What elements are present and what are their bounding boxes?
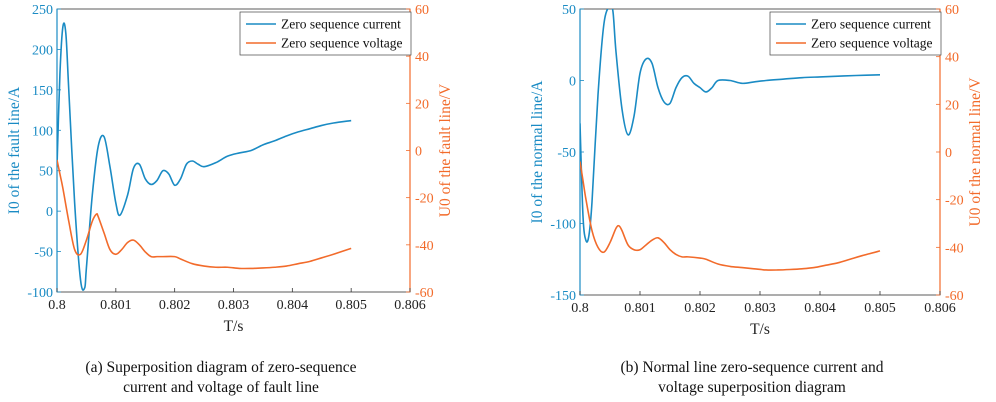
chart2-x-tick-label: 0.802 xyxy=(684,301,716,316)
chart2-legend-label-2: Zero sequence voltage xyxy=(811,36,932,51)
chart2-right-tick-label: 0 xyxy=(945,146,952,161)
chart1-left-tick-label: 250 xyxy=(32,3,53,18)
chart1-right-tick-label: -60 xyxy=(415,286,434,301)
chart1-right-axis-title: U0 of the fault line/V xyxy=(437,83,454,217)
chart1-legend-label-1: Zero sequence current xyxy=(281,17,401,32)
chart1-right-tick-label: -20 xyxy=(415,192,434,207)
chart2-right-tick-label: 40 xyxy=(945,51,959,66)
chart2-left-tick-label: -150 xyxy=(550,289,576,304)
chart2-voltage-series-line xyxy=(580,161,881,271)
chart2-left-tick-label: -100 xyxy=(550,218,576,233)
chart1-left-tick-label: -100 xyxy=(27,286,53,301)
chart1-right-tick-label: 0 xyxy=(415,145,422,160)
chart2-right-tick-label: 20 xyxy=(945,98,959,113)
chart1-current-series-line xyxy=(57,22,352,291)
chart1-x-tick-label: 0.802 xyxy=(159,298,191,313)
chart2-legend-label-1: Zero sequence current xyxy=(811,17,931,32)
chart1-x-tick-label: 0.805 xyxy=(335,298,367,313)
chart2-x-tick-label: 0.804 xyxy=(804,301,836,316)
chart1-caption-line-1: (a) Superposition diagram of zero-sequen… xyxy=(85,359,356,376)
chart2-left-tick-label: -50 xyxy=(557,146,576,161)
chart2-left-axis-title: I0 of the normal line/A xyxy=(529,80,546,224)
chart1-caption-line-2: current and voltage of fault line xyxy=(123,379,319,396)
chart2-x-axis-title: T/s xyxy=(750,321,770,338)
chart1-left-tick-label: 200 xyxy=(32,43,53,58)
chart2-x-tick-label: 0.805 xyxy=(864,301,896,316)
chart1-legend-label-2: Zero sequence voltage xyxy=(281,36,402,51)
chart1-left-tick-label: 50 xyxy=(39,165,53,180)
chart2-right-axis-title: U0 of the normal line/V xyxy=(967,77,984,227)
chart1-x-tick-label: 0.803 xyxy=(218,298,250,313)
chart2-right-tick-label: -20 xyxy=(945,194,964,209)
chart1-left-tick-label: 150 xyxy=(32,84,53,99)
chart2-right-tick-label: 60 xyxy=(945,3,959,18)
chart2-legend-box xyxy=(769,11,942,56)
chart2-x-tick-label: 0.803 xyxy=(744,301,776,316)
chart2-caption-line-2: voltage superposition diagram xyxy=(658,379,846,396)
chart2-left-tick-label: 50 xyxy=(562,3,576,18)
chart2-right-tick-label: -60 xyxy=(945,289,964,304)
chart2-right-tick-label: -40 xyxy=(945,241,964,256)
chart1-x-tick-label: 0.806 xyxy=(394,298,426,313)
chart1-right-tick-label: 40 xyxy=(415,50,429,65)
chart1-left-axis-title: I0 of the fault line/A xyxy=(6,86,23,214)
chart2-caption-line-1: (b) Normal line zero-sequence current an… xyxy=(621,359,884,376)
chart1-voltage-series-line xyxy=(57,159,352,270)
chart2-x-tick-label: 0.8 xyxy=(571,301,589,316)
chart1-left-tick-label: -50 xyxy=(34,246,53,261)
chart1-left-tick-label: 100 xyxy=(32,124,53,139)
chart2-x-tick-label: 0.806 xyxy=(924,301,956,316)
chart1-right-tick-label: -40 xyxy=(415,239,434,254)
chart1-x-tick-label: 0.804 xyxy=(277,298,309,313)
chart1-x-tick-label: 0.8 xyxy=(48,298,66,313)
chart1-legend-box xyxy=(239,11,412,56)
chart1-x-axis-title: T/s xyxy=(224,318,244,335)
chart2-x-tick-label: 0.801 xyxy=(624,301,656,316)
chart1-right-tick-label: 60 xyxy=(415,3,429,18)
chart2-left-tick-label: 0 xyxy=(569,75,576,90)
chart2-current-series-line xyxy=(580,9,881,243)
chart1-x-tick-label: 0.801 xyxy=(100,298,132,313)
chart1-left-tick-label: 0 xyxy=(46,205,53,220)
chart1-right-tick-label: 20 xyxy=(415,97,429,112)
